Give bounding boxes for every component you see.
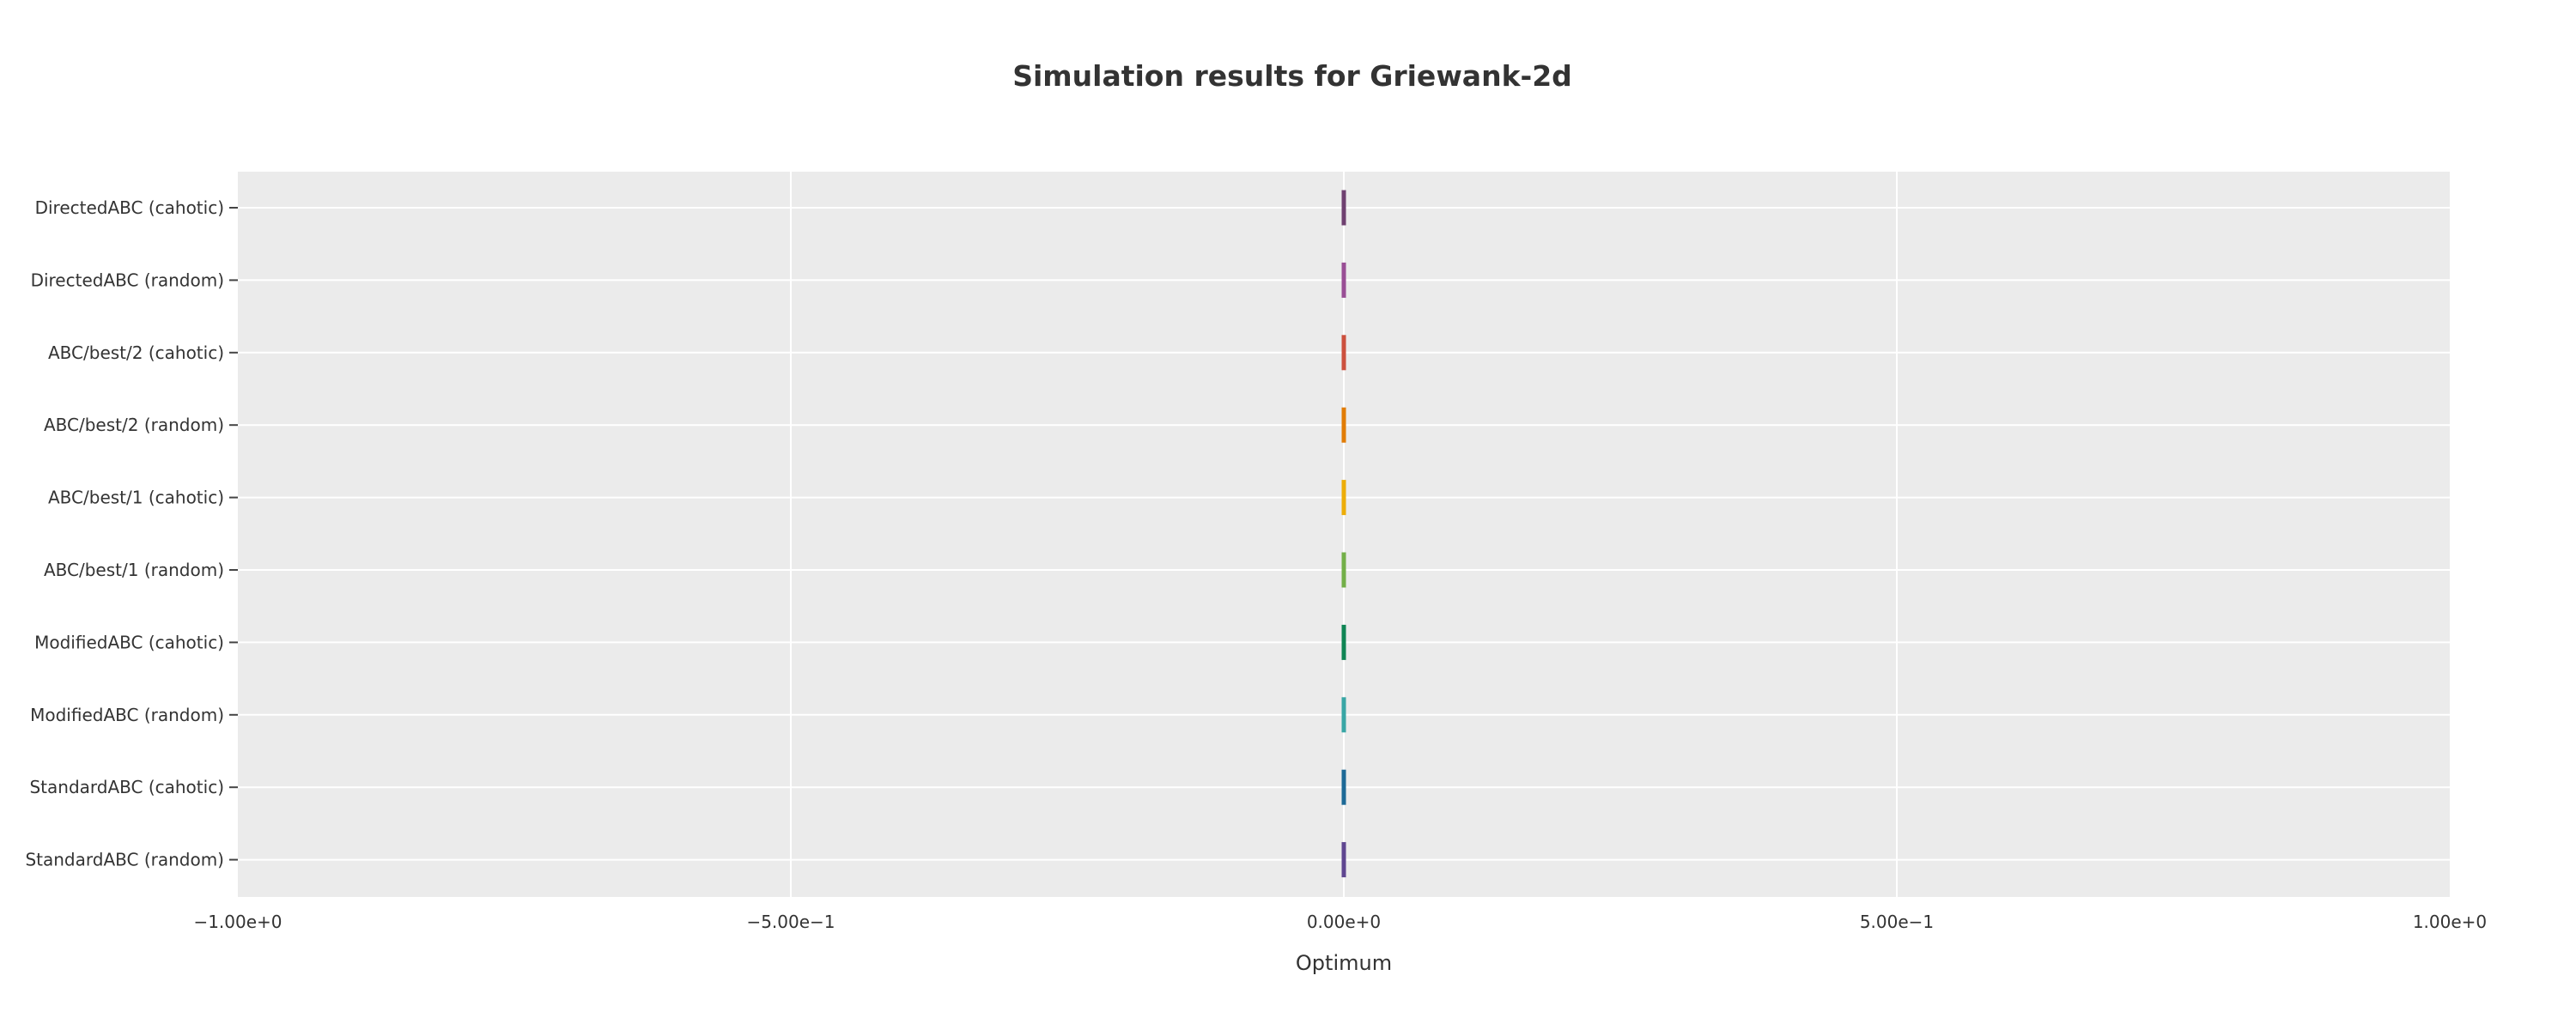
box-marks <box>1341 190 1346 878</box>
x-tick-label: 1.00e+0 <box>2413 912 2487 932</box>
y-tick-label: ABC/best/1 (random) <box>44 560 224 580</box>
x-tick-label: 0.00e+0 <box>1307 912 1381 932</box>
y-tick-label: DirectedABC (cahotic) <box>35 197 224 218</box>
y-tick-label: DirectedABC (random) <box>31 270 224 290</box>
y-tick-label: ABC/best/2 (random) <box>44 415 224 435</box>
x-axis-title: Optimum <box>1296 951 1392 975</box>
y-tick-label: StandardABC (cahotic) <box>29 777 224 797</box>
x-tick-label: 5.00e−1 <box>1860 912 1934 932</box>
x-axis: −1.00e+0 −5.00e−1 0.00e+0 5.00e−1 1.00e+0 <box>193 912 2487 932</box>
y-tick-label: ABC/best/2 (cahotic) <box>48 342 224 363</box>
y-tick-label: ModifiedABC (cahotic) <box>34 632 224 652</box>
x-tick-label: −5.00e−1 <box>746 912 835 932</box>
y-tick-label: ModifiedABC (random) <box>30 705 224 725</box>
x-tick-label: −1.00e+0 <box>193 912 282 932</box>
y-tick-label: StandardABC (random) <box>25 850 224 870</box>
chart-title: Simulation results for Griewank-2d <box>1012 59 1572 93</box>
y-tick-label: ABC/best/1 (cahotic) <box>48 488 224 508</box>
y-axis: DirectedABC (cahotic) DirectedABC (random… <box>25 197 238 870</box>
